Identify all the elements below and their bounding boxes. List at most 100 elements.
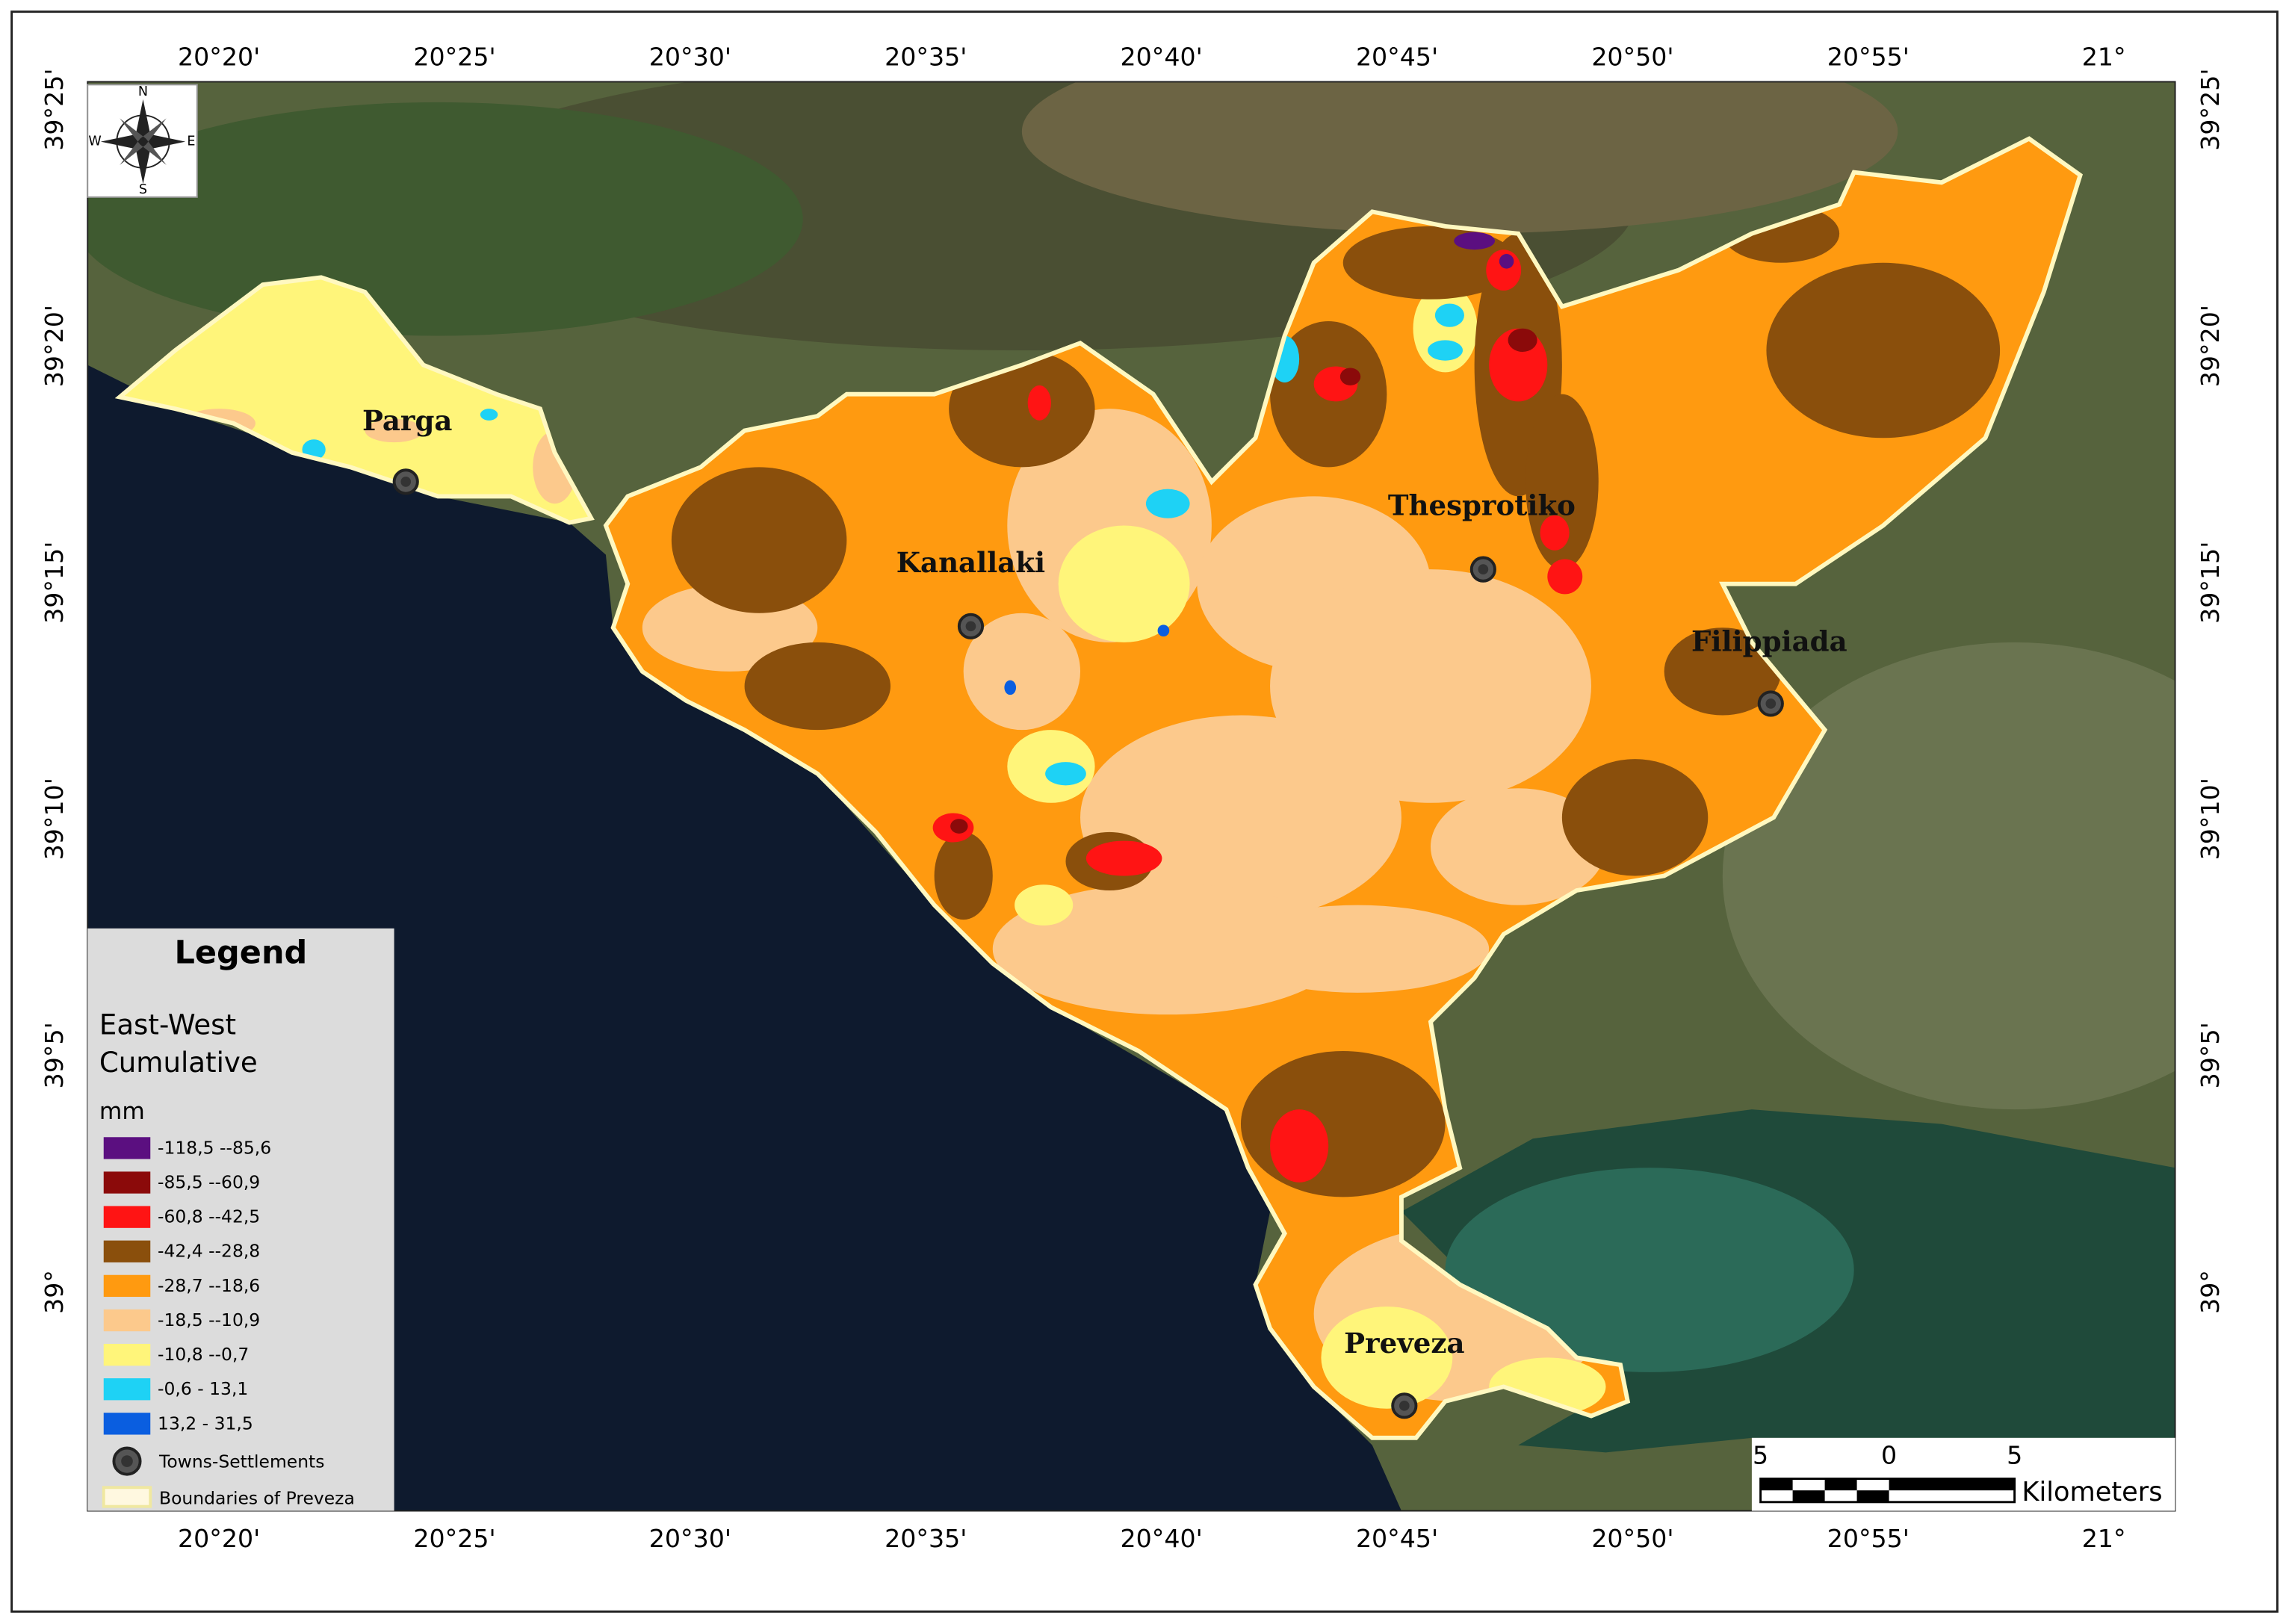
town-marker (1399, 1400, 1410, 1411)
class-patch (1454, 232, 1495, 250)
class-patch (671, 467, 847, 613)
class-patch (1339, 368, 1361, 385)
class-patch (744, 642, 890, 731)
graticule-label: 20°50' (1591, 43, 1673, 72)
compass-n: N (138, 84, 148, 99)
town-label: Preveza (1344, 1327, 1464, 1360)
class-patch (1015, 884, 1074, 926)
legend-label: -42,4 --28,8 (158, 1241, 260, 1262)
class-patch (1270, 1109, 1329, 1183)
graticule-label: 21° (2082, 43, 2126, 72)
class-patch (1085, 840, 1162, 876)
class-patch (1240, 1050, 1446, 1197)
class-patch (1561, 759, 1709, 876)
graticule-label: 39°10' (40, 778, 69, 860)
graticule-label: 39°25' (40, 68, 69, 150)
scale-label: 0 (1881, 1441, 1897, 1470)
legend-unit: mm (99, 1098, 145, 1125)
graticule-label: 20°40' (1121, 1524, 1203, 1553)
scale-label: 5 (1753, 1441, 1768, 1470)
legend-label: -10,8 --0,7 (158, 1344, 249, 1365)
legend-towns: Towns-Settlements (158, 1451, 324, 1472)
class-patch (1145, 489, 1190, 518)
legend-swatch (103, 1206, 151, 1228)
class-patch (1434, 303, 1464, 327)
class-patch (1226, 905, 1490, 993)
graticule-label: 20°45' (1356, 43, 1438, 72)
basemap (87, 81, 2175, 1511)
class-patch (992, 883, 1343, 1015)
graticule-label: 39° (2196, 1270, 2225, 1314)
class-patch (1766, 262, 2001, 438)
class-patch (1428, 340, 1463, 361)
town-label: Kanallaki (896, 546, 1045, 579)
class-patch (963, 613, 1081, 731)
compass-s: S (139, 182, 147, 197)
scale-label: 5 (2007, 1441, 2022, 1470)
graticule-label: 20°35' (885, 1524, 967, 1553)
graticule-label: 39°5' (40, 1022, 69, 1088)
legend-swatch (103, 1171, 151, 1194)
graticule-label: 39°15' (2196, 542, 2225, 624)
towns: Parga Kanallaki Thesprotiko Filippiada Preve… (362, 404, 1847, 1419)
scale-unit: Kilometers (2022, 1477, 2162, 1507)
graticule-label: 39°20' (2196, 305, 2225, 387)
graticule-label: 39°20' (40, 305, 69, 387)
graticule-label: 20°55' (1827, 1524, 1909, 1553)
graticule-label: 39°25' (2196, 68, 2225, 150)
class-patch (1547, 559, 1583, 595)
graticule: 20°20' 20°20' 20°25' 20°25' 20°30' 20°30' 20°3… (40, 43, 2225, 1553)
graticule-label: 20°25' (413, 43, 495, 72)
class-patch (934, 831, 993, 920)
legend-swatch (103, 1240, 151, 1262)
compass-w: W (88, 134, 101, 149)
graticule-label: 39°15' (40, 542, 69, 624)
class-patch (1080, 715, 1401, 920)
class-patch (1321, 1306, 1453, 1409)
class-patch (1664, 627, 1781, 716)
town-marker (1765, 698, 1777, 709)
class-patch (1027, 385, 1051, 421)
legend-swatch (103, 1274, 151, 1298)
class-patch (480, 409, 498, 421)
graticule-label: 20°45' (1356, 1524, 1438, 1553)
legend: Legend East-West Cumulative mm Towns-Set… (87, 928, 394, 1511)
town-marker (400, 477, 412, 487)
compass: N E S W (87, 84, 198, 198)
graticule-label: 20°50' (1591, 1524, 1673, 1553)
scale-bar: 5 0 5 Kilometers (1751, 1437, 2175, 1511)
town-label: Filippiada (1691, 625, 1847, 657)
legend-label: -18,5 --10,9 (158, 1310, 260, 1330)
legend-label: -0,6 - 13,1 (158, 1378, 248, 1399)
legend-swatch (103, 1343, 151, 1366)
legend-title: Legend (175, 935, 308, 972)
graticule-label: 39°10' (2196, 778, 2225, 860)
town-marker (965, 621, 976, 632)
legend-swatch (103, 1137, 151, 1159)
class-patch (365, 418, 424, 443)
graticule-label: 20°20' (178, 43, 260, 72)
class-patch (1045, 762, 1086, 786)
graticule-label: 20°35' (885, 43, 967, 72)
legend-swatch (103, 1378, 151, 1401)
legend-layer: Cumulative (99, 1047, 258, 1079)
class-patch (1157, 625, 1170, 637)
legend-layer: East-West (99, 1008, 236, 1041)
legend-label: -85,5 --60,9 (158, 1172, 260, 1193)
graticule-label: 20°20' (178, 1524, 260, 1553)
class-patch (1499, 254, 1514, 269)
class-patch (950, 819, 968, 834)
legend-label: -60,8 --42,5 (158, 1206, 260, 1227)
class-patch (1004, 680, 1017, 695)
class-patch (1058, 525, 1190, 642)
legend-label: -118,5 --85,6 (158, 1137, 271, 1158)
graticule-label: 20°40' (1121, 43, 1203, 72)
legend-boundary: Boundaries of Preveza (159, 1487, 355, 1508)
class-patch (1540, 515, 1570, 551)
graticule-label: 20°25' (413, 1524, 495, 1553)
graticule-label: 39°5' (2196, 1022, 2225, 1088)
legend-label: 13,2 - 31,5 (158, 1413, 253, 1434)
class-patch (949, 350, 1095, 468)
legend-swatch (103, 1413, 151, 1435)
